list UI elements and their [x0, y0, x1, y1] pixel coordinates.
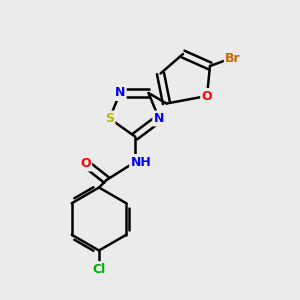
Text: Cl: Cl: [92, 262, 106, 276]
Text: O: O: [202, 89, 212, 103]
Text: S: S: [105, 112, 114, 125]
Text: O: O: [80, 157, 91, 170]
Text: N: N: [115, 86, 125, 100]
Text: Br: Br: [225, 52, 241, 65]
Text: NH: NH: [130, 155, 152, 169]
Text: N: N: [154, 112, 164, 125]
